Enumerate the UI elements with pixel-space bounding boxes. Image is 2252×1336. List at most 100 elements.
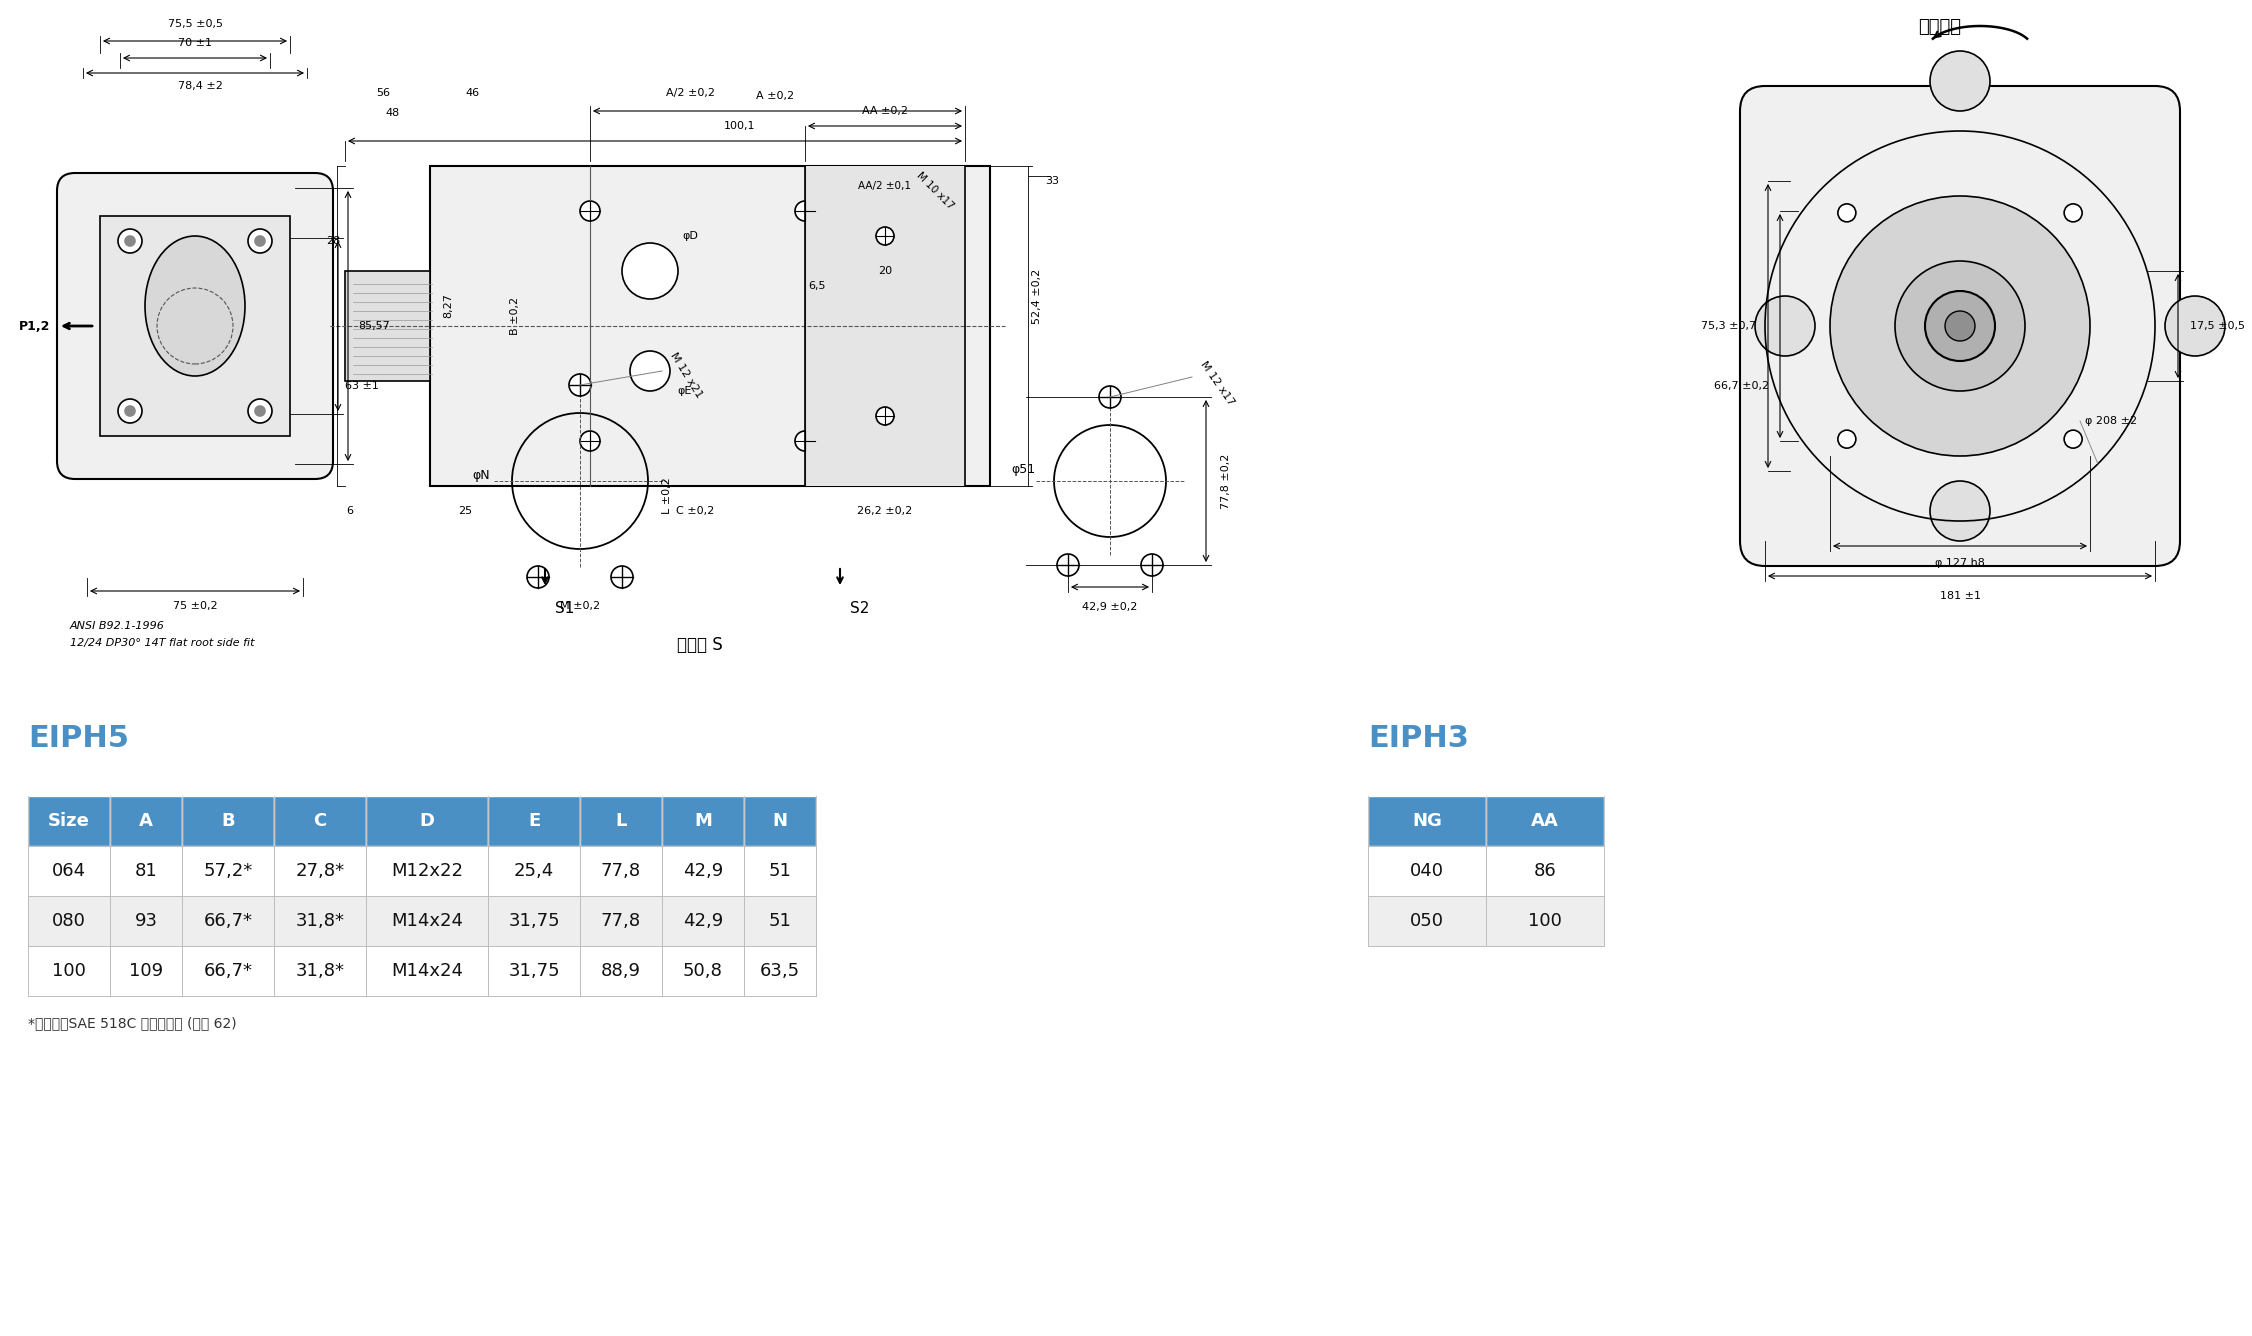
Bar bbox=[110, 796, 182, 846]
Ellipse shape bbox=[144, 236, 245, 375]
Text: 86: 86 bbox=[1534, 862, 1556, 880]
Text: 8,27: 8,27 bbox=[444, 294, 453, 318]
Text: 51: 51 bbox=[768, 862, 790, 880]
Circle shape bbox=[1831, 196, 2090, 456]
Text: EIPH3: EIPH3 bbox=[1367, 724, 1468, 754]
Bar bbox=[1486, 896, 1603, 946]
Text: L: L bbox=[615, 812, 626, 830]
Bar bbox=[367, 896, 489, 946]
Text: C ±0,2: C ±0,2 bbox=[676, 506, 714, 516]
Text: 12/24 DP30° 14T flat root side fit: 12/24 DP30° 14T flat root side fit bbox=[70, 639, 254, 648]
Bar bbox=[581, 896, 662, 946]
Circle shape bbox=[248, 399, 272, 424]
Circle shape bbox=[2065, 204, 2083, 222]
Text: 31,8*: 31,8* bbox=[295, 912, 345, 930]
Text: 78,4 ±2: 78,4 ±2 bbox=[178, 81, 223, 91]
FancyBboxPatch shape bbox=[56, 172, 333, 480]
Circle shape bbox=[795, 432, 815, 452]
Circle shape bbox=[876, 407, 894, 425]
Text: 入油孔 S: 入油孔 S bbox=[678, 636, 723, 655]
Text: 064: 064 bbox=[52, 862, 86, 880]
Text: φD: φD bbox=[682, 231, 698, 240]
Circle shape bbox=[126, 406, 135, 415]
Circle shape bbox=[631, 351, 671, 391]
Ellipse shape bbox=[2164, 297, 2225, 355]
Text: 66,7 ±0,2: 66,7 ±0,2 bbox=[1714, 381, 1770, 391]
Circle shape bbox=[254, 236, 266, 246]
Text: N: N bbox=[772, 812, 788, 830]
Text: M12x22: M12x22 bbox=[392, 862, 464, 880]
Bar bbox=[662, 946, 743, 997]
Text: 迴转方向: 迴转方向 bbox=[1919, 17, 1961, 36]
Circle shape bbox=[1946, 311, 1975, 341]
Circle shape bbox=[581, 200, 599, 220]
Bar bbox=[27, 796, 110, 846]
Bar bbox=[110, 946, 182, 997]
Text: 050: 050 bbox=[1410, 912, 1444, 930]
Circle shape bbox=[795, 200, 815, 220]
Bar bbox=[275, 846, 367, 896]
Text: M14x24: M14x24 bbox=[392, 962, 464, 981]
Text: 17,5 ±0,5: 17,5 ±0,5 bbox=[2189, 321, 2245, 331]
Text: 100: 100 bbox=[1529, 912, 1563, 930]
Bar bbox=[581, 846, 662, 896]
Circle shape bbox=[117, 399, 142, 424]
Text: 77,8: 77,8 bbox=[601, 862, 642, 880]
Ellipse shape bbox=[1930, 481, 1991, 541]
Bar bbox=[1367, 796, 1486, 846]
Text: 66,7*: 66,7* bbox=[203, 962, 252, 981]
Bar bbox=[743, 896, 815, 946]
Bar bbox=[275, 896, 367, 946]
Bar bbox=[1486, 846, 1603, 896]
Text: 63,5: 63,5 bbox=[759, 962, 799, 981]
Text: P1,2: P1,2 bbox=[18, 319, 50, 333]
Text: 42,9 ±0,2: 42,9 ±0,2 bbox=[1083, 603, 1137, 612]
Text: 77,8 ±0,2: 77,8 ±0,2 bbox=[1221, 453, 1232, 509]
Text: M 12 x17: M 12 x17 bbox=[1198, 359, 1236, 407]
Text: 75 ±0,2: 75 ±0,2 bbox=[173, 601, 216, 611]
Text: 100,1: 100,1 bbox=[725, 122, 757, 131]
Text: A: A bbox=[140, 812, 153, 830]
Text: 75,3 ±0,7: 75,3 ±0,7 bbox=[1700, 321, 1757, 331]
Text: φN: φN bbox=[473, 469, 491, 482]
Circle shape bbox=[1056, 554, 1079, 576]
Bar bbox=[1367, 846, 1486, 896]
Bar bbox=[367, 946, 489, 997]
Bar bbox=[99, 216, 291, 436]
Circle shape bbox=[1099, 386, 1121, 407]
Circle shape bbox=[581, 432, 599, 452]
Text: M: M bbox=[694, 812, 712, 830]
Text: 85,57: 85,57 bbox=[358, 321, 390, 331]
Bar bbox=[662, 846, 743, 896]
Bar bbox=[27, 946, 110, 997]
Bar bbox=[27, 846, 110, 896]
Text: 77,8: 77,8 bbox=[601, 912, 642, 930]
Text: 040: 040 bbox=[1410, 862, 1444, 880]
Bar bbox=[27, 896, 110, 946]
Text: 26,2 ±0,2: 26,2 ±0,2 bbox=[858, 506, 912, 516]
Text: φ 208 ±2: φ 208 ±2 bbox=[2085, 415, 2137, 426]
Text: A/2 ±0,2: A/2 ±0,2 bbox=[667, 88, 714, 98]
Circle shape bbox=[610, 566, 633, 588]
Ellipse shape bbox=[1754, 297, 1815, 355]
Circle shape bbox=[126, 236, 135, 246]
Text: 52,4 ±0,2: 52,4 ±0,2 bbox=[1031, 269, 1043, 323]
Text: M 10 x17: M 10 x17 bbox=[914, 171, 955, 211]
Text: A ±0,2: A ±0,2 bbox=[757, 91, 795, 102]
Bar bbox=[1486, 796, 1603, 846]
Bar bbox=[489, 896, 581, 946]
Text: 63 ±1: 63 ±1 bbox=[345, 381, 378, 391]
Bar bbox=[581, 946, 662, 997]
Text: M 12 x21: M 12 x21 bbox=[669, 350, 705, 399]
Bar bbox=[489, 796, 581, 846]
Text: φ 127 h8: φ 127 h8 bbox=[1934, 558, 1984, 568]
Bar bbox=[367, 846, 489, 896]
Text: 31,75: 31,75 bbox=[509, 962, 561, 981]
Text: 31,75: 31,75 bbox=[509, 912, 561, 930]
Text: L ±0,2: L ±0,2 bbox=[662, 478, 671, 514]
Bar bbox=[182, 846, 275, 896]
Text: 080: 080 bbox=[52, 912, 86, 930]
Circle shape bbox=[1894, 261, 2025, 391]
Circle shape bbox=[527, 566, 549, 588]
Text: 75,5 ±0,5: 75,5 ±0,5 bbox=[167, 19, 223, 29]
